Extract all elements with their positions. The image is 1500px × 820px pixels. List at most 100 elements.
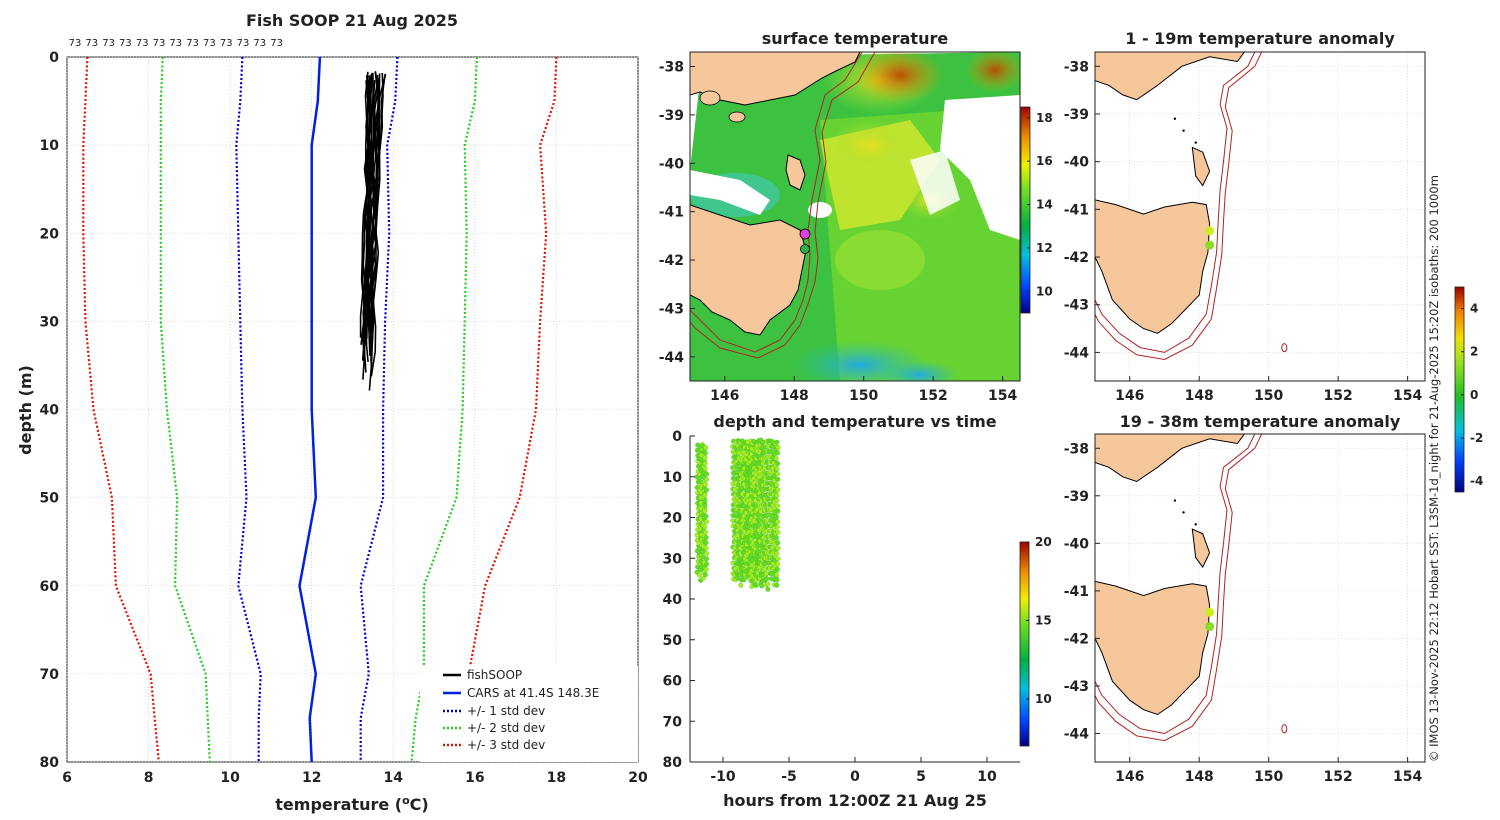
time-scatter-point <box>703 566 709 572</box>
sst-title: surface temperature <box>762 29 949 48</box>
colorbar-tick-label: -4 <box>1470 474 1483 488</box>
x-tick-label: 146 <box>1115 388 1144 404</box>
legend-label-sd1: +/- 1 std dev <box>467 704 545 718</box>
credit-text: © IMOS 13-Nov-2025 22:12 Hobart SST: L3S… <box>1427 175 1441 762</box>
profile-count: 73 <box>119 38 132 49</box>
anomaly-colorbar <box>1454 286 1465 493</box>
time-scatter-point <box>738 582 744 588</box>
time-scatter-point <box>702 498 708 503</box>
colorbar-tick-label: -2 <box>1470 431 1483 445</box>
x-tick-label: 148 <box>780 388 809 404</box>
time-scatter-point <box>765 586 771 592</box>
colorbar-tick-label: 15 <box>1035 613 1052 627</box>
y-tick-label: 0 <box>672 429 682 445</box>
time-scatter-point <box>773 455 779 461</box>
small-island <box>1194 523 1197 526</box>
time-scatter-point <box>775 445 781 451</box>
profile-count: 73 <box>186 38 199 49</box>
mainland-shape <box>1095 52 1246 101</box>
x-tick-label: 20 <box>628 770 648 786</box>
x-tick-label: 152 <box>1324 388 1353 404</box>
y-tick-label: 70 <box>663 714 683 730</box>
y-tick-label: 50 <box>663 633 683 649</box>
time-scatter-point <box>704 556 710 562</box>
legend-label-fishsoop: fishSOOP <box>467 668 522 682</box>
time-scatter-point <box>774 492 780 498</box>
x-tick-label: 150 <box>849 388 878 404</box>
y-tick-label: 70 <box>40 667 60 683</box>
legend-label-sd3: +/- 3 std dev <box>467 738 545 752</box>
time-scatter-point <box>702 450 708 456</box>
y-tick-label: -39 <box>659 108 684 124</box>
time-scatter-point <box>704 561 710 567</box>
x-tick-label: 18 <box>547 770 566 786</box>
anomaly-point <box>1205 240 1215 250</box>
isobath-line <box>1095 434 1263 742</box>
colorbar-tick-label: 10 <box>1035 692 1052 706</box>
time-scatter-point <box>774 498 780 504</box>
time-scatter-point <box>702 524 708 530</box>
profile-ticks: 6 8 10 12 14 16 18 20 0 10 20 30 40 50 60 70 80 <box>40 50 648 786</box>
x-tick-label: 10 <box>220 770 240 786</box>
time-scatter-point <box>703 513 709 519</box>
time-scatter-point <box>774 482 780 488</box>
series-line-cars <box>298 56 322 763</box>
time-scatter-point <box>773 513 779 519</box>
y-tick-label: -40 <box>659 156 685 172</box>
time-scatter-point <box>704 519 709 525</box>
time-scatter-point <box>704 471 710 477</box>
time-scatter-point <box>703 445 709 451</box>
colorbar-tick-label: 2 <box>1470 345 1478 359</box>
x-tick-label: 154 <box>988 388 1017 404</box>
y-tick-label: -44 <box>1064 345 1090 361</box>
time-scatter-point <box>702 503 708 509</box>
legend-label-sd2: +/- 2 std dev <box>467 721 545 735</box>
anomaly-point <box>1205 622 1215 632</box>
y-tick-label: -44 <box>659 350 685 366</box>
time-scatter-point <box>764 576 770 582</box>
profile-count: 73 <box>203 38 216 49</box>
anomaly-colorbar-ticks: 4 2 0 -2 -4 <box>1461 302 1483 488</box>
time-scatter-point <box>704 476 710 482</box>
mainland-shape <box>1095 434 1246 483</box>
time-scatter-point <box>759 583 765 589</box>
y-tick-label: 0 <box>49 50 59 66</box>
anomaly-lower-title: 19 - 38m temperature anomaly <box>1120 412 1401 431</box>
time-scatter-point <box>741 577 747 583</box>
series-line--1-std-dev-low <box>235 56 262 762</box>
time-scatter-point <box>702 492 708 498</box>
time-scatter-point <box>702 572 708 578</box>
time-scatter-point <box>773 535 779 541</box>
y-tick-label: -41 <box>1064 202 1089 218</box>
y-tick-label: 80 <box>663 755 683 771</box>
small-island <box>1173 117 1177 120</box>
x-tick-label: 146 <box>710 388 739 404</box>
small-island <box>1194 141 1197 144</box>
anomaly-map-upper: 1 - 19m temperature anomaly 146 148 150 152… <box>1064 29 1426 404</box>
small-island <box>1182 129 1185 132</box>
time-scatter-point <box>775 529 781 535</box>
time-scatter-point <box>700 575 706 581</box>
isobath-line <box>1095 434 1256 735</box>
x-tick-label: 154 <box>1393 388 1422 404</box>
y-tick-label: -42 <box>1064 250 1089 266</box>
time-scatter-point <box>703 535 709 541</box>
y-tick-label: -43 <box>1064 679 1089 695</box>
time-scatter-point <box>703 482 708 488</box>
y-tick-label: -41 <box>1064 584 1089 600</box>
anomaly-point <box>1205 226 1215 236</box>
tasmania-shape <box>1095 580 1211 716</box>
y-tick-label: -42 <box>1064 631 1089 647</box>
time-scatter-point <box>703 545 709 551</box>
profile-count: 73 <box>153 38 166 49</box>
y-tick-label: 40 <box>663 592 683 608</box>
profile-ylabel: depth (m) <box>16 365 35 455</box>
anomaly-point <box>1205 607 1215 617</box>
legend-label-cars: CARS at 41.4S 148.3E <box>467 686 599 700</box>
profile-count: 73 <box>136 38 149 49</box>
time-scatter-point <box>774 524 780 530</box>
time-title: depth and temperature vs time <box>713 412 996 431</box>
sst-colorbar-ticks: 10 12 14 16 18 <box>1027 111 1053 298</box>
x-tick-label: 150 <box>1254 769 1283 785</box>
